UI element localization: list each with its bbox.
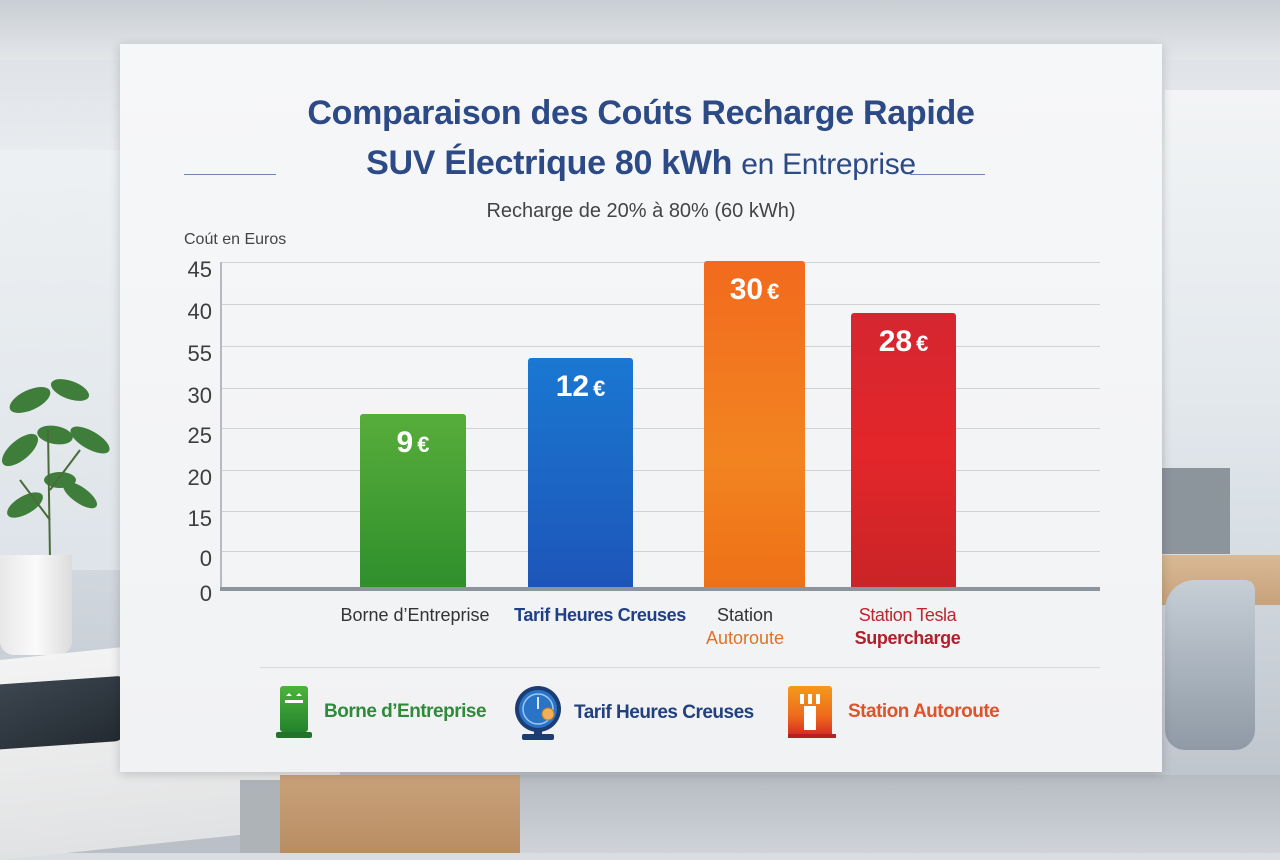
y-tick: 15 <box>187 506 212 531</box>
y-axis-label: Coút en Euros <box>184 231 287 248</box>
chart-title-line2-light: en Entreprise <box>741 148 916 181</box>
y-tick: 25 <box>187 423 212 448</box>
category-label-line1: Station Tesla <box>858 605 957 625</box>
title-rule-right <box>910 174 985 175</box>
plant-pot <box>0 555 72 655</box>
gridline <box>220 511 1100 512</box>
bar-station-autoroute: 30 € <box>704 261 805 589</box>
y-axis <box>220 262 222 590</box>
chart-title-line2-bold: SUV Électrique 80 kWh <box>366 144 733 182</box>
bar-currency: € <box>916 331 929 356</box>
clock-gauge-icon <box>515 686 561 740</box>
bar-value: 9 <box>396 426 414 459</box>
laptop <box>0 675 125 750</box>
bar-tarif-heures-creuses: 12 € <box>528 358 633 589</box>
legend-item-borne: Borne d’Entreprise <box>274 684 487 740</box>
background-cabinet <box>280 775 520 853</box>
y-tick: 55 <box>187 341 212 366</box>
bar-currency: € <box>593 376 606 401</box>
chart-subtitle: Recharge de 20% à 80% (60 kWh) <box>486 200 796 222</box>
category-label-line2: Supercharge <box>854 628 961 648</box>
desk-leg <box>240 780 280 853</box>
bar-value-label: 28 € <box>851 325 956 359</box>
y-tick: 30 <box>187 383 212 408</box>
highway-station-icon <box>788 686 836 738</box>
bar-borne-entreprise: 9 € <box>360 414 466 589</box>
plant-icon <box>1 379 110 561</box>
bar-value-label: 30 € <box>704 273 805 307</box>
chart-title-line2: SUV Électrique 80 kWh en Entreprise <box>120 144 1162 183</box>
category-label-tarif: Tarif Heures Creuses <box>514 605 686 625</box>
bar-value: 30 <box>729 273 764 306</box>
y-tick: 40 <box>187 299 212 324</box>
gridline <box>220 428 1100 429</box>
legend-item-station-autoroute: Station Autoroute <box>786 684 1000 740</box>
chart-title-line1: Comparaison des Coúts Recharge Rapide <box>307 94 975 132</box>
gridline <box>220 304 1100 305</box>
y-tick: 0 <box>199 581 212 606</box>
category-label-line1: Station <box>716 605 774 625</box>
category-label-line2: Autoroute <box>705 628 785 648</box>
title-rule-left <box>184 174 276 175</box>
bar-station-tesla: 28 € <box>851 313 956 589</box>
legend-label: Station Autoroute <box>848 701 1000 722</box>
legend-divider <box>260 667 1100 668</box>
y-tick: 45 <box>187 257 212 282</box>
background-floor <box>520 775 1280 853</box>
y-tick: 0 <box>199 546 212 571</box>
gridline <box>220 262 1100 263</box>
legend-label: Borne d’Entreprise <box>324 701 487 722</box>
chart-board: Comparaison des Coúts Recharge Rapide SU… <box>120 44 1162 772</box>
background-monitor <box>1160 468 1230 554</box>
gridline <box>220 346 1100 347</box>
x-axis-baseline <box>220 587 1100 591</box>
y-tick: 20 <box>187 465 212 490</box>
gridline <box>220 470 1100 471</box>
gridline <box>220 388 1100 389</box>
bar-value-label: 9 € <box>360 426 466 460</box>
bar-value: 28 <box>878 325 913 358</box>
bar-currency: € <box>767 279 780 304</box>
background-chair <box>1165 580 1255 750</box>
category-label-borne: Borne d’Entreprise <box>340 605 490 625</box>
bar-currency: € <box>417 432 430 457</box>
bar-value-label: 12 € <box>528 370 633 404</box>
charging-post-icon <box>276 686 312 738</box>
bar-value: 12 <box>555 370 590 403</box>
legend-label: Tarif Heures Creuses <box>574 702 754 723</box>
category-label-station-autoroute: Station Autoroute <box>690 604 800 650</box>
gridline <box>220 551 1100 552</box>
category-label-station-tesla: Station Tesla Supercharge <box>835 604 980 650</box>
legend-item-tarif: Tarif Heures Creuses <box>512 684 754 742</box>
